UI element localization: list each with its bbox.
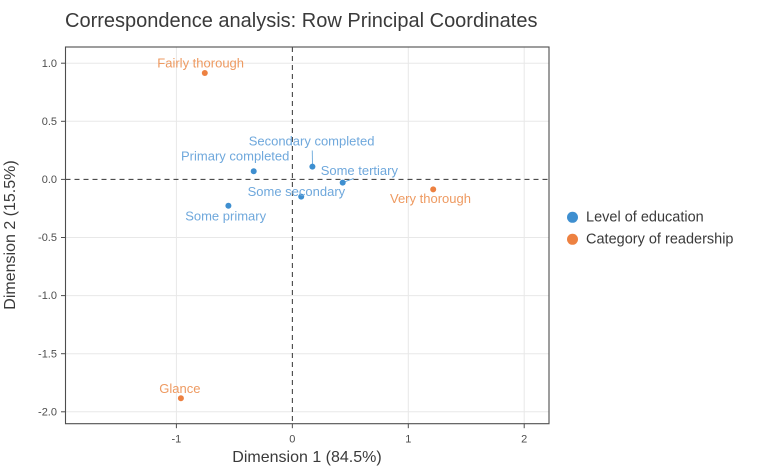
svg-text:Some secondary: Some secondary	[248, 184, 346, 199]
svg-text:-1: -1	[172, 434, 182, 446]
svg-text:Dimension 2 (15.5%): Dimension 2 (15.5%)	[2, 160, 19, 309]
svg-text:0: 0	[289, 434, 295, 446]
svg-text:Some tertiary: Some tertiary	[321, 163, 399, 178]
svg-text:1: 1	[405, 434, 411, 446]
svg-text:Very thorough: Very thorough	[390, 191, 471, 206]
svg-text:-1.5: -1.5	[38, 348, 57, 360]
svg-text:-2.0: -2.0	[38, 406, 57, 418]
svg-text:0.5: 0.5	[42, 116, 57, 128]
svg-text:Some primary: Some primary	[185, 209, 266, 224]
svg-text:0.0: 0.0	[42, 174, 57, 186]
svg-text:-1.0: -1.0	[38, 290, 57, 302]
svg-text:Level of education: Level of education	[586, 210, 704, 226]
svg-text:Glance: Glance	[159, 381, 200, 396]
svg-text:Category of readership: Category of readership	[586, 232, 734, 248]
svg-text:2: 2	[521, 434, 527, 446]
svg-text:Primary completed: Primary completed	[181, 149, 289, 164]
svg-text:Secondary completed: Secondary completed	[249, 134, 375, 149]
svg-text:-0.5: -0.5	[38, 232, 57, 244]
svg-text:1.0: 1.0	[42, 58, 57, 70]
svg-text:Fairly thorough: Fairly thorough	[157, 56, 244, 71]
svg-text:Dimension 1 (84.5%): Dimension 1 (84.5%)	[232, 449, 381, 466]
